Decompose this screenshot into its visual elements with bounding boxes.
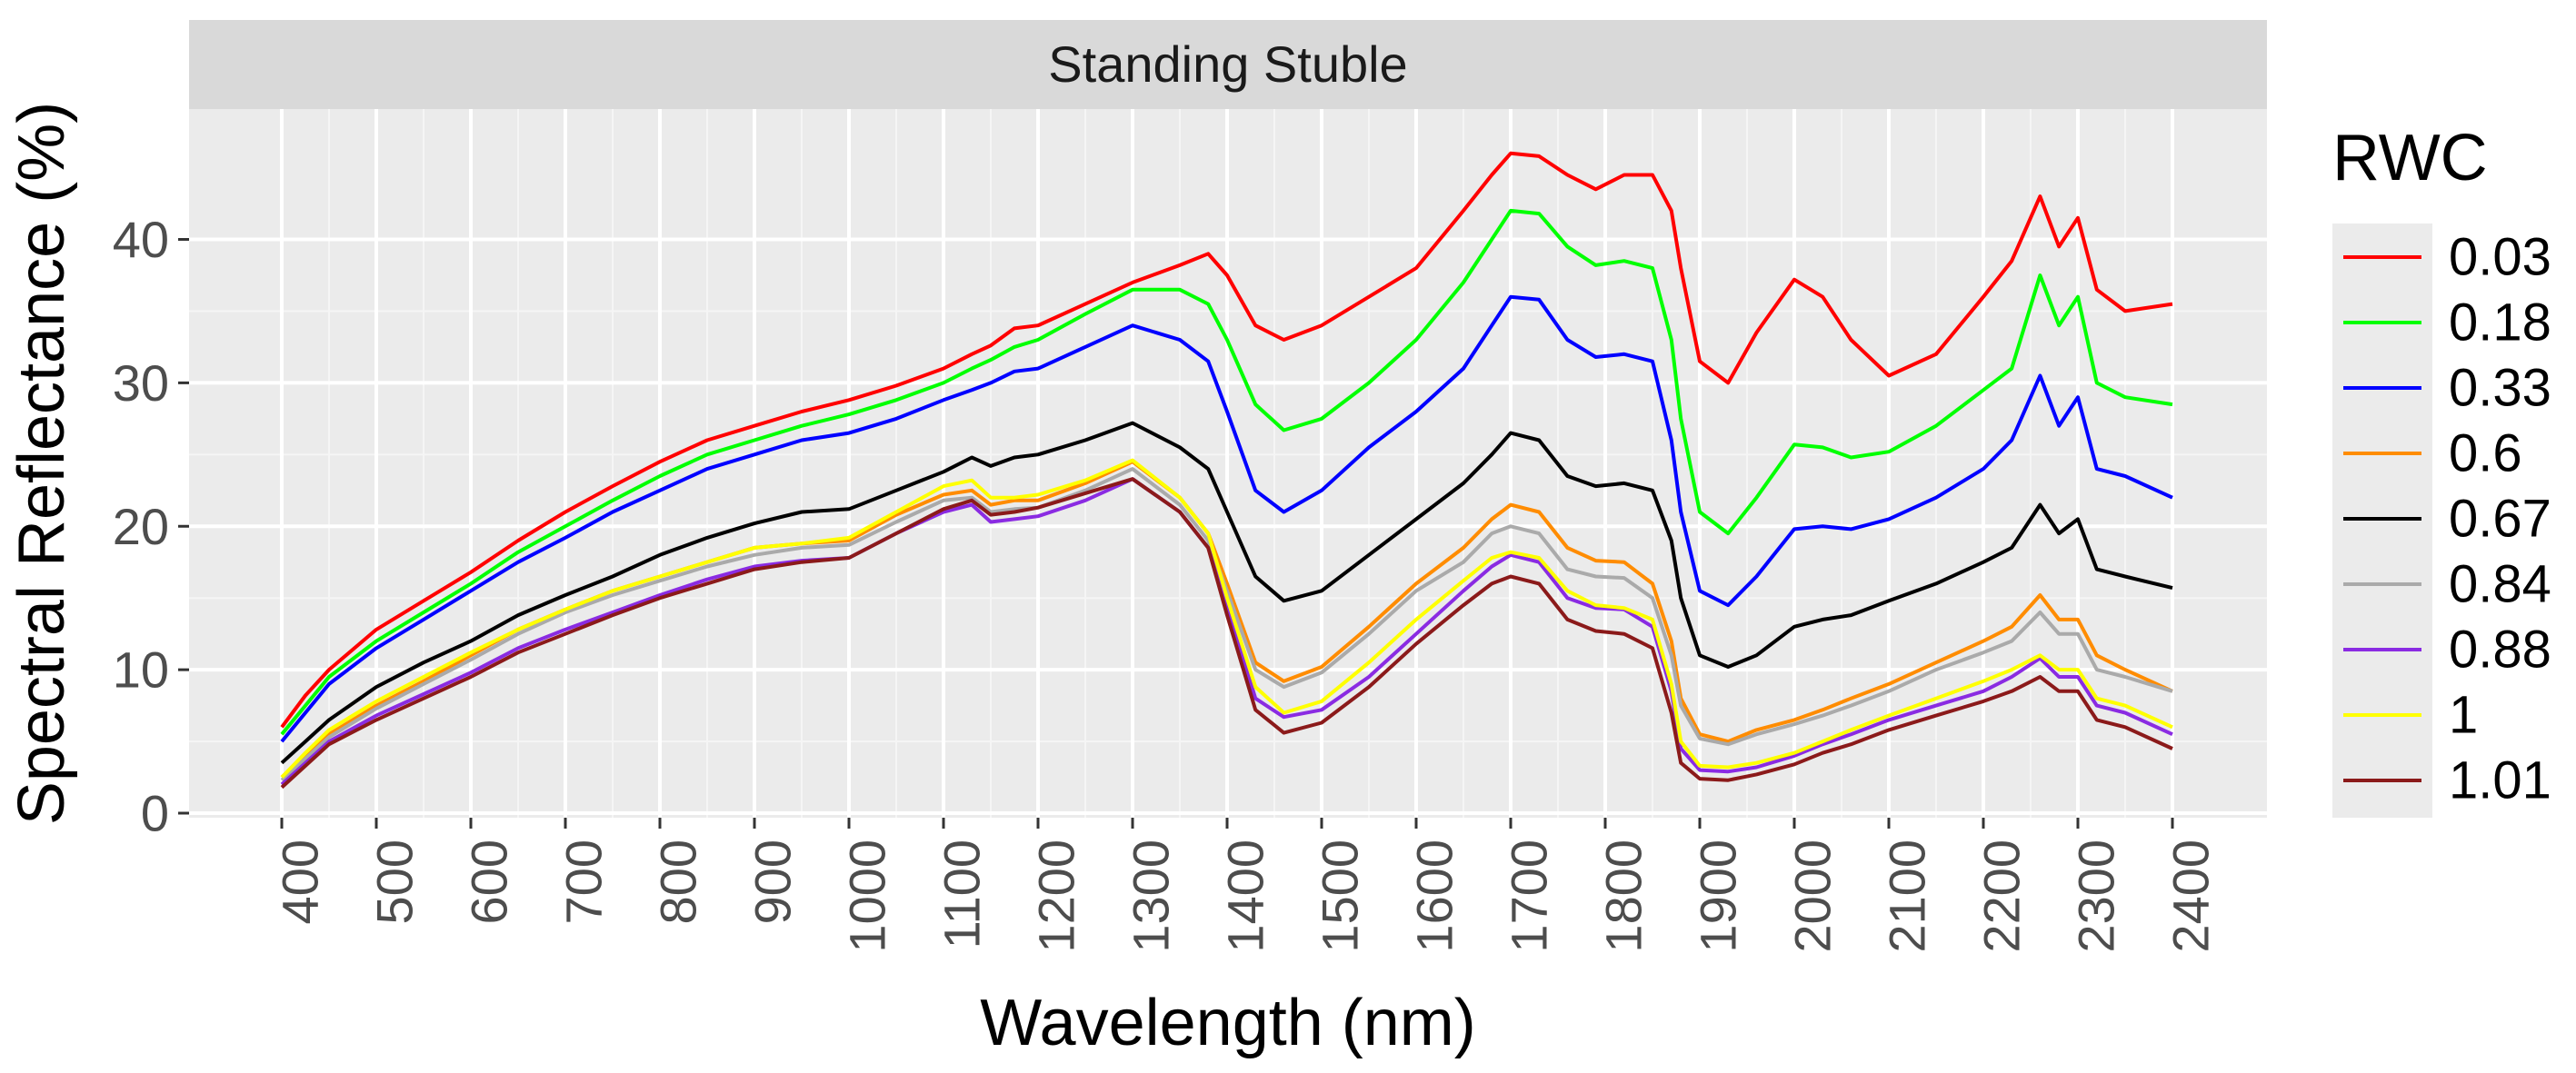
series-line-1 [280,458,2173,779]
strip-background [189,20,2267,109]
x-tick-label: 1200 [1028,840,1085,953]
y-axis-ticks: 0 10 20 30 40 [113,211,189,842]
x-tick-label: 2100 [1879,840,1936,953]
legend-title: RWC [2332,122,2488,194]
x-tick-label: 700 [555,840,613,924]
x-tick-label: 1500 [1312,840,1369,953]
series-lines [280,151,2173,790]
series-line-0.18 [280,208,2173,736]
legend-label-0.88: 0.88 [2449,621,2551,680]
legend-label-1.01: 1.01 [2449,751,2551,810]
legend-label-0.84: 0.84 [2449,555,2551,614]
facet-strip-label: Standing Stuble [1048,35,1407,93]
x-axis-title: Wavelength (nm) [980,987,1476,1059]
legend-label-0.33: 0.33 [2449,359,2551,418]
x-tick-label: 1400 [1217,840,1274,953]
x-tick-label: 1300 [1123,840,1180,953]
x-tick-label: 500 [366,840,424,924]
x-tick-label: 1900 [1690,840,1747,953]
legend-label-0.03: 0.03 [2449,228,2551,287]
series-line-0.33 [280,294,2173,743]
x-tick-label: 800 [650,840,707,924]
x-tick-label: 1000 [839,840,896,953]
legend-label-0.67: 0.67 [2449,490,2551,549]
x-tick-label: 900 [744,840,802,924]
y-tick-label: 30 [113,354,169,412]
major-gridlines [189,109,2267,818]
x-tick-label: 1800 [1595,840,1652,953]
x-tick-label: 2200 [1973,840,2031,953]
series-line-0.88 [280,477,2173,786]
y-tick-label: 0 [141,785,169,842]
series-line-0.84 [280,467,2173,782]
series-line-0.03 [280,151,2173,729]
x-tick-label: 400 [272,840,329,924]
legend-label-1: 1 [2449,686,2478,745]
x-tick-label: 1100 [934,840,991,949]
series-line-0.67 [280,421,2173,765]
series-line-1.01 [280,477,2173,790]
legend-label-0.18: 0.18 [2449,293,2551,353]
x-tick-label: 1600 [1406,840,1463,953]
x-tick-label: 600 [461,840,518,924]
x-tick-label: 2000 [1784,840,1842,953]
y-axis-title: Spectral Reflectance (%) [5,102,78,825]
x-tick-label: 1700 [1501,840,1558,953]
y-tick-label: 10 [113,641,169,699]
x-tick-label: 2400 [2162,840,2220,953]
legend: 0.03 0.18 0.33 0.6 0.67 0.84 0.88 1 1.01 [2343,228,2551,810]
x-axis-ticks: 400 500 600 700 800 900 1000 1100 1200 1300 1400 15… [272,818,2220,953]
minor-gridlines [189,109,2267,818]
y-tick-label: 20 [113,498,169,555]
legend-label-0.6: 0.6 [2449,424,2522,483]
y-tick-label: 40 [113,211,169,268]
x-tick-label: 2300 [2068,840,2125,953]
